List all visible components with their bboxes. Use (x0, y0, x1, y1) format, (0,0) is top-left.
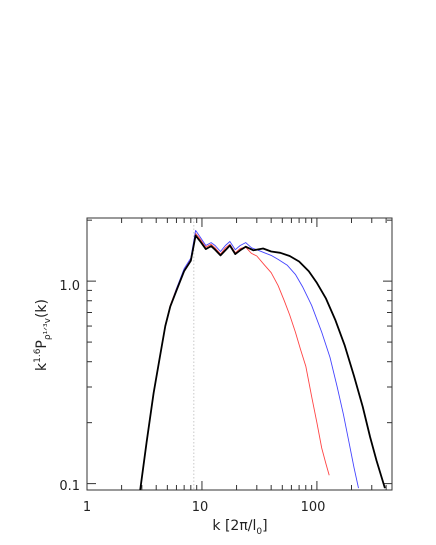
y-axis-title: k1.6Pρ¹ᐟ³v(k) (33, 299, 53, 371)
x-tick-label-1: 1 (83, 500, 91, 515)
series-line-0 (139, 232, 330, 491)
plot-frame (86, 217, 393, 491)
x-axis-title: k [2π/l0] (212, 518, 267, 537)
series-line-2 (139, 234, 386, 491)
y-tick-label-0.1: 0.1 (59, 479, 80, 494)
x-tick-label-100: 100 (301, 500, 326, 515)
series-layer (139, 229, 386, 491)
series-line-1 (139, 229, 359, 491)
axis-ticks (86, 218, 392, 490)
y-tick-label-1.0: 1.0 (59, 279, 80, 294)
x-tick-label-10: 10 (192, 500, 209, 515)
